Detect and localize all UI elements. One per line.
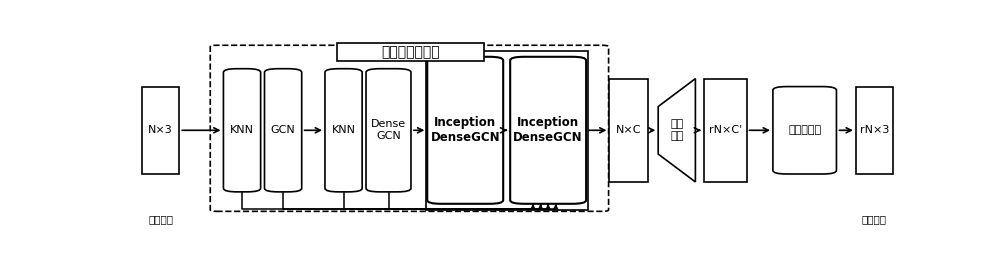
FancyBboxPatch shape bbox=[223, 69, 261, 192]
FancyBboxPatch shape bbox=[856, 87, 893, 174]
FancyBboxPatch shape bbox=[366, 69, 411, 192]
Text: 上采
样器: 上采 样器 bbox=[670, 119, 683, 141]
Text: N×C: N×C bbox=[616, 125, 642, 135]
Text: 输出结果: 输出结果 bbox=[862, 214, 887, 224]
Text: KNN: KNN bbox=[332, 125, 356, 135]
Text: KNN: KNN bbox=[230, 125, 254, 135]
Text: Inception
DenseGCN: Inception DenseGCN bbox=[430, 116, 500, 144]
Text: N×3: N×3 bbox=[148, 125, 173, 135]
FancyBboxPatch shape bbox=[609, 79, 648, 182]
Text: rN×3: rN×3 bbox=[860, 125, 889, 135]
FancyBboxPatch shape bbox=[142, 87, 179, 174]
FancyBboxPatch shape bbox=[510, 57, 586, 204]
Text: Dense
GCN: Dense GCN bbox=[371, 119, 406, 141]
Text: GCN: GCN bbox=[271, 125, 295, 135]
FancyBboxPatch shape bbox=[704, 79, 747, 182]
FancyBboxPatch shape bbox=[773, 87, 836, 174]
FancyBboxPatch shape bbox=[325, 69, 362, 192]
Text: 密集特征提取器: 密集特征提取器 bbox=[381, 45, 440, 59]
Text: Inception
DenseGCN: Inception DenseGCN bbox=[513, 116, 583, 144]
Text: 坐标重建器: 坐标重建器 bbox=[788, 125, 821, 135]
Polygon shape bbox=[658, 79, 695, 182]
FancyBboxPatch shape bbox=[264, 69, 302, 192]
FancyBboxPatch shape bbox=[427, 57, 503, 204]
Text: 输入点云: 输入点云 bbox=[148, 214, 173, 224]
FancyBboxPatch shape bbox=[337, 43, 484, 61]
Text: rN×C': rN×C' bbox=[709, 125, 742, 135]
